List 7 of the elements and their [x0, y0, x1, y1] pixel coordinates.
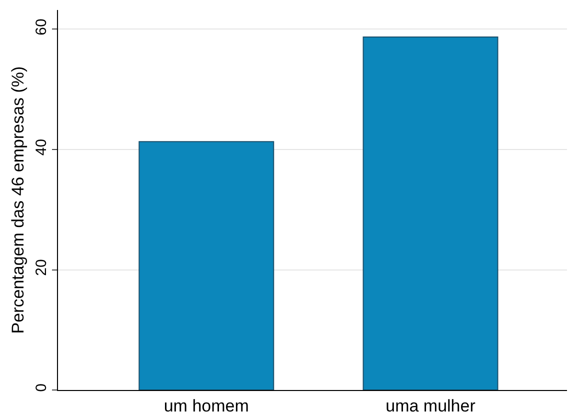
- x-tick-label: um homem: [164, 396, 249, 416]
- y-tick-label: 20: [33, 259, 50, 276]
- y-tick-label: 0: [33, 384, 50, 392]
- y-tick-label: 40: [33, 138, 50, 156]
- x-tick-label: uma mulher: [386, 396, 476, 416]
- y-tick-label: 60: [33, 18, 50, 36]
- y-axis-title: Percentagem das 46 empresas (%): [8, 66, 28, 334]
